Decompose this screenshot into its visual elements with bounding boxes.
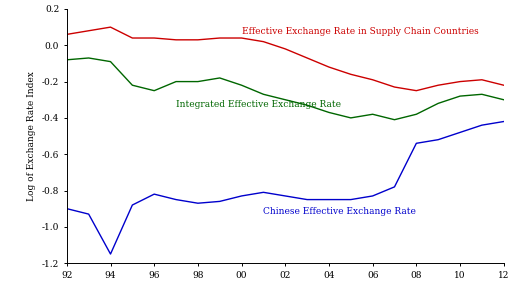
Y-axis label: Log of Exchange Rate Index: Log of Exchange Rate Index — [27, 71, 36, 201]
Text: Effective Exchange Rate in Supply Chain Countries: Effective Exchange Rate in Supply Chain … — [242, 28, 479, 36]
Text: Integrated Effective Exchange Rate: Integrated Effective Exchange Rate — [176, 100, 341, 109]
Text: Chinese Effective Exchange Rate: Chinese Effective Exchange Rate — [263, 207, 416, 216]
